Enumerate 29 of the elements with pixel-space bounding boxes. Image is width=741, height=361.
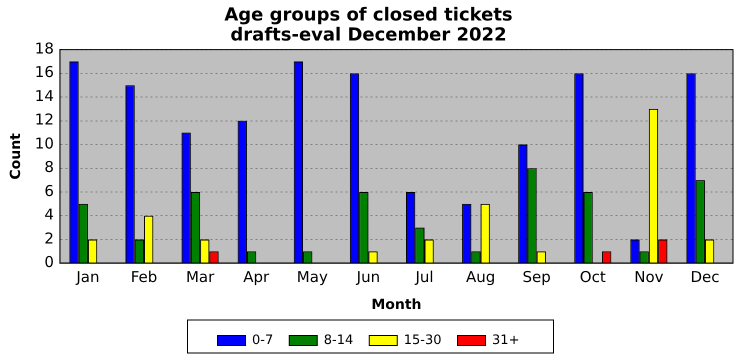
x-tick-label: Apr <box>243 268 270 286</box>
x-tick-label: Sep <box>522 268 551 286</box>
legend-label: 31+ <box>492 332 520 348</box>
x-tick-label: Dec <box>690 268 720 286</box>
legend-label: 8-14 <box>324 332 354 348</box>
y-tick-label: 10 <box>34 134 54 152</box>
y-axis-title: Count <box>8 132 24 180</box>
y-tick-label: 12 <box>34 110 54 129</box>
x-tick-label: Aug <box>466 268 496 286</box>
legend-label: 15-30 <box>404 332 442 348</box>
x-tick-label: Nov <box>634 268 664 286</box>
y-tick-label: 16 <box>34 63 54 82</box>
legend-label: 0-7 <box>252 332 274 348</box>
y-tick-label: 2 <box>44 229 54 248</box>
x-tick-label: Jun <box>356 268 380 286</box>
y-tick-label: 8 <box>44 158 54 176</box>
y-tick-label: 18 <box>34 39 54 58</box>
x-axis-title: Month <box>371 297 422 314</box>
x-tick-label: Feb <box>130 268 158 286</box>
y-tick-label: 6 <box>44 182 54 200</box>
x-tick-label: May <box>296 268 328 286</box>
chart-title: Age groups of closed tickets drafts-eval December 2022 <box>224 4 513 46</box>
y-tick-label: 14 <box>34 86 54 105</box>
x-tick-label: Mar <box>186 268 216 286</box>
y-tick-label: 4 <box>44 206 54 224</box>
x-tick-label: Jan <box>75 268 100 286</box>
y-tick-label: 0 <box>44 253 54 272</box>
x-tick-label: Jul <box>414 268 434 286</box>
x-tick-label: Oct <box>580 268 606 286</box>
